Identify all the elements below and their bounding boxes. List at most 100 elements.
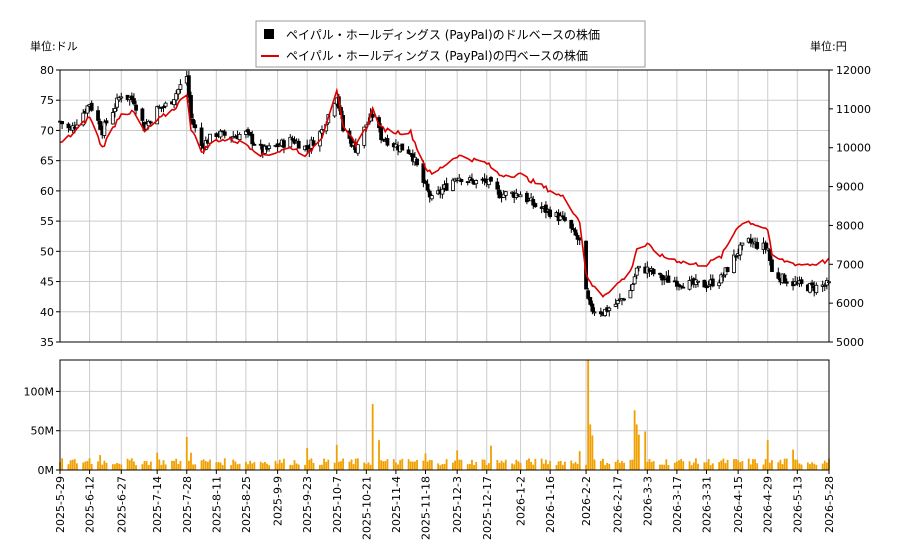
candle-body [544, 204, 548, 213]
volume-bar [414, 461, 416, 470]
volume-bar [695, 458, 697, 470]
volume-bar [293, 460, 296, 470]
x-tick-label: 2025-11-18 [419, 476, 432, 540]
candle-body [738, 244, 743, 256]
candle-body [501, 193, 506, 198]
volume-bar [378, 440, 380, 470]
right-tick-label: 5000 [836, 336, 864, 349]
price-plot-frame [59, 69, 830, 343]
volume-bar [646, 461, 649, 470]
volume-bar [517, 461, 520, 470]
volume-bar [481, 459, 484, 470]
volume-bar [128, 460, 131, 470]
volume-bar [230, 465, 233, 470]
volume-bar [500, 460, 503, 470]
volume-bar [555, 465, 558, 470]
volume-bar [114, 464, 116, 470]
volume-bar [652, 461, 655, 470]
left-tick-label: 40 [40, 306, 54, 319]
jpy-price-line [59, 87, 830, 298]
volume-bar [532, 464, 535, 470]
candle-body [666, 275, 671, 283]
x-tick-label: 2025-9-23 [301, 476, 314, 533]
volume-bar [90, 463, 93, 470]
volume-bar [771, 460, 773, 470]
volume-bar [245, 461, 247, 470]
candle-body [548, 209, 553, 218]
volume-bar [733, 459, 735, 470]
x-tick-label: 2025-12-3 [451, 476, 464, 533]
candle-body [696, 280, 700, 283]
volume-bar [392, 459, 395, 470]
candle-body [524, 192, 529, 203]
volume-bar [540, 458, 543, 470]
x-tick-label: 2026-5-28 [823, 476, 836, 533]
volume-bar [673, 462, 676, 470]
candle-body [148, 121, 153, 124]
candle-body [588, 297, 593, 305]
volume-bar [192, 464, 194, 470]
volume-bar [185, 437, 188, 470]
volume-bar [445, 459, 448, 470]
volume-bar [722, 458, 725, 470]
volume-bar [777, 462, 780, 470]
x-tick-label: 2025-12-17 [481, 476, 494, 540]
volume-tick-label: 0M [38, 464, 55, 477]
candle-body [115, 97, 119, 108]
volume-bar [606, 462, 609, 470]
x-tick-label: 2026-4-29 [762, 476, 775, 533]
candle-body [459, 179, 464, 183]
volume-bar [576, 463, 579, 470]
volume-bar [73, 459, 76, 470]
candle-body [630, 283, 635, 291]
volume-bar [261, 463, 264, 470]
candle-body [470, 178, 474, 181]
candle-body [423, 180, 428, 184]
volume-bar [409, 461, 412, 470]
x-tick-label: 2026-5-13 [791, 476, 804, 533]
candle-body [571, 228, 576, 230]
volume-bar [545, 459, 547, 470]
volume-bar [471, 459, 473, 470]
volume-bar [475, 462, 478, 470]
volume-bar [496, 459, 499, 470]
volume-bar [247, 464, 249, 470]
volume-bar [312, 462, 315, 470]
volume-bar [276, 463, 279, 470]
candle-body [710, 278, 715, 287]
volume-bar [589, 424, 592, 470]
volume-bar [69, 460, 72, 470]
volume-bar [749, 464, 752, 470]
candle-body [662, 278, 667, 281]
volume-bar [460, 459, 463, 470]
candle-body [134, 104, 138, 111]
volume-bar [724, 463, 727, 470]
candle-body [613, 303, 618, 307]
volume-bar [705, 462, 708, 470]
candle-body [586, 290, 591, 299]
volume-bar [682, 461, 685, 470]
x-tick-label: 2025-8-11 [210, 476, 223, 533]
volume-bar [604, 465, 606, 470]
right-tick-label: 12000 [836, 64, 871, 77]
volume-bar [145, 461, 148, 470]
volume-bar [105, 462, 108, 470]
candle-body [706, 284, 711, 287]
volume-bar [399, 460, 402, 470]
candle-body [782, 274, 787, 284]
candle-body [98, 120, 103, 130]
right-axis-unit: 単位:円 [810, 39, 847, 53]
x-tick-label: 2026-3-3 [641, 476, 654, 526]
x-tick-label: 2025-5-29 [54, 476, 67, 533]
volume-bar [348, 461, 351, 470]
volume-bar [99, 455, 102, 470]
volume-bar [783, 458, 786, 470]
volume-bar [280, 462, 283, 470]
candle-body [415, 158, 419, 166]
volume-bar [650, 461, 653, 470]
volume-bar [194, 464, 197, 470]
candle-body [193, 124, 198, 129]
volume-bar [629, 459, 632, 470]
volume-bar [752, 459, 754, 470]
left-tick-label: 65 [40, 155, 54, 168]
